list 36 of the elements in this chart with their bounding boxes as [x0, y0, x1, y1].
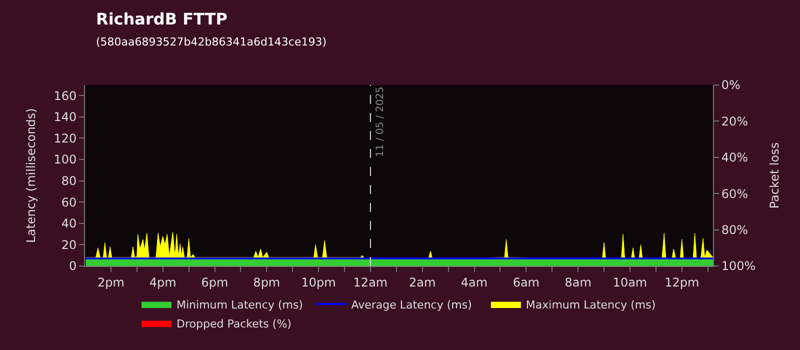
legend-label: Minimum Latency (ms) [176, 298, 303, 312]
y-tick-label: 0 [68, 259, 77, 274]
x-tick-label: 4pm [149, 275, 176, 290]
y-tick-label: 160 [54, 88, 77, 103]
x-tick-label: 12am [353, 275, 388, 290]
y-tick-label: 80 [61, 174, 77, 188]
x-tick-label: 2pm [97, 275, 124, 290]
y2-tick-label: 20% [721, 114, 748, 128]
x-tick-label: 12pm [664, 275, 700, 290]
legend-label: Maximum Latency (ms) [526, 298, 656, 312]
y-tick-label: 120 [54, 131, 77, 146]
y2-tick-label: 60% [721, 186, 748, 201]
y-tick-label: 100 [54, 152, 77, 167]
chart-subtitle: (580aa6893527b42b86341a6d143ce193) [96, 35, 327, 48]
x-tick-label: 4am [460, 275, 488, 290]
x-tick-label: 8pm [253, 275, 280, 290]
y-tick-label: 20 [61, 238, 77, 252]
y-tick-label: 140 [54, 110, 77, 124]
ref-line-label: 11 / 05 / 2025 [374, 86, 386, 157]
y2-tick-label: 100% [721, 259, 756, 274]
chart-title: RichardB FTTP [96, 10, 228, 28]
x-tick-label: 10pm [301, 275, 336, 290]
x-tick-label: 2am [409, 275, 436, 290]
y-tick-label: 40 [61, 216, 77, 231]
y-axis-title: Latency (milliseconds) [24, 108, 38, 243]
x-tick-label: 8am [564, 275, 592, 290]
y2-tick-label: 40% [721, 150, 748, 165]
x-tick-label: 6am [512, 275, 540, 290]
legend-label: Dropped Packets (%) [176, 317, 292, 330]
y-tick-label: 60 [61, 195, 77, 210]
y2-tick-label: 0% [721, 78, 740, 92]
x-tick-label: 10am [612, 275, 648, 290]
legend-label: Average Latency (ms) [351, 298, 472, 312]
y2-tick-label: 80% [721, 223, 748, 237]
y2-axis-title: Packet loss [768, 142, 782, 209]
x-tick-label: 6pm [201, 275, 228, 290]
